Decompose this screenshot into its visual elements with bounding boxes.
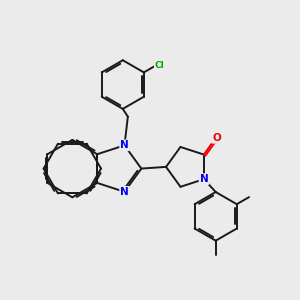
Text: O: O <box>212 133 221 143</box>
Text: N: N <box>120 187 129 197</box>
Text: N: N <box>200 174 208 184</box>
Text: N: N <box>120 140 129 150</box>
Text: Cl: Cl <box>154 61 164 70</box>
